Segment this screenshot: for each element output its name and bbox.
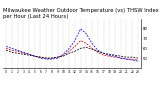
Text: Milwaukee Weather Outdoor Temperature (vs) THSW Index per Hour (Last 24 Hours): Milwaukee Weather Outdoor Temperature (v… (3, 8, 159, 19)
